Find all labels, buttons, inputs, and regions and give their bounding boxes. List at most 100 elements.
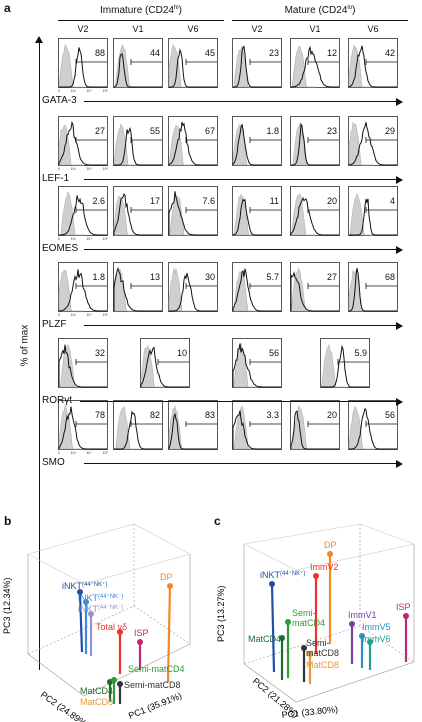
histogram-panel: 1.8 [232, 116, 282, 166]
control-histogram [58, 269, 84, 312]
marker-axis-arrow-icon [396, 176, 403, 184]
immature-header-close: ) [178, 5, 182, 16]
histogram-panel: 44 [113, 38, 163, 88]
histogram-panel: 82 [113, 400, 163, 450]
x-tick-label: 10⁴ [86, 237, 92, 241]
y-axis-arrow-icon [35, 36, 43, 43]
x-tick-label: 0 [58, 237, 60, 241]
gate-percentage: 68 [384, 272, 395, 282]
panel-c-letter: c [214, 514, 221, 528]
histogram-panel: 17 [113, 186, 163, 236]
stained-histogram [113, 266, 162, 312]
pca-c-label-semimatcd8-2: matCD8 [306, 648, 339, 658]
control-histogram [113, 122, 139, 166]
pca-c-label-immv6: ImmV6 [362, 634, 391, 644]
stained-histogram [232, 343, 281, 388]
stained-histogram [290, 271, 339, 312]
histogram-frame [348, 116, 398, 166]
pca-b-label-matcd4: MatCD4 [80, 686, 113, 696]
pca-b-stem-inkt-pos [78, 591, 84, 653]
stained-histogram [232, 198, 281, 236]
column-header: V2 [77, 24, 89, 34]
histogram-panel: 42 [348, 38, 398, 88]
histogram-panel: 23 [290, 116, 340, 166]
gate-percentage: 56 [268, 348, 279, 358]
histogram-panel: 12 [290, 38, 340, 88]
pca-b-box [27, 523, 191, 697]
histogram-frame [290, 186, 340, 236]
histogram-svg [232, 400, 282, 450]
x-tick-label: 10⁵ [102, 167, 108, 171]
histogram-frame [232, 262, 282, 312]
pca-c-label-immv2: ImmV2 [310, 562, 339, 572]
stained-histogram [232, 123, 281, 166]
control-histogram [232, 342, 258, 388]
histogram-svg [232, 186, 282, 236]
histogram-svg [58, 262, 108, 312]
stained-histogram [58, 344, 107, 388]
histogram-svg [168, 116, 218, 166]
histogram-svg [290, 186, 340, 236]
control-histogram [291, 122, 316, 166]
histogram-svg [113, 116, 163, 166]
x-tick-label: 10³ [70, 167, 76, 171]
gate-percentage: 44 [149, 48, 160, 58]
control-histogram [290, 193, 316, 236]
marker-axis-line [80, 401, 396, 402]
histogram-panel: 5.9 [320, 338, 370, 388]
histogram-svg [113, 400, 163, 450]
histogram-panel: 1.8 0 10³ 10⁴ 10⁵ [58, 262, 108, 317]
stained-histogram [290, 45, 339, 88]
control-histogram [58, 44, 84, 88]
histogram-panel: 55 [113, 116, 163, 166]
stained-histogram [290, 196, 339, 236]
pca-plot-b: iNKT(44⁺NK⁺) iNKT(44⁺NK⁻) iNKT(44⁻NK⁻) T… [2, 523, 191, 722]
column-header: V6 [187, 24, 199, 34]
gate-percentage: 30 [204, 272, 215, 282]
x-tick-label: 10⁴ [86, 451, 92, 455]
column-header: V1 [132, 24, 144, 34]
histogram-frame [58, 116, 108, 166]
histogram-panel: 11 [232, 186, 282, 236]
x-tick-label: 10³ [70, 89, 76, 93]
pca-c-label-isp: ISP [396, 602, 411, 612]
histogram-panel: 5.7 [232, 262, 282, 312]
gate-percentage: 20 [326, 410, 337, 420]
control-histogram [58, 404, 84, 450]
histogram-svg [320, 338, 370, 388]
histogram-svg [113, 186, 163, 236]
pca-c-points [269, 551, 409, 657]
control-histogram [233, 405, 258, 450]
histogram-svg [113, 38, 163, 88]
x-tick-labels: 0 10³ 10⁴ 10⁵ [58, 89, 108, 93]
gate-percentage: 23 [268, 48, 279, 58]
marker-label: PLZF [42, 319, 67, 330]
stained-histogram [114, 410, 162, 450]
histogram-panel: 45 [168, 38, 218, 88]
mature-header-rule [232, 20, 408, 21]
histogram-panel: 7.6 [168, 186, 218, 236]
x-tick-label: 0 [58, 167, 60, 171]
histogram-svg [348, 116, 398, 166]
panel-a-letter: a [4, 1, 11, 15]
pca-b-label-isp: ISP [134, 628, 149, 638]
marker-axis-line [84, 101, 396, 102]
immature-header-sup: hi [173, 5, 179, 11]
pca-c-label-semimatcd4-2: matCD4 [292, 618, 325, 628]
x-tick-label: 10⁴ [86, 89, 92, 93]
pca-c-label-immv1: ImmV1 [348, 610, 377, 620]
y-axis-label: % of max [19, 324, 31, 367]
marker-label: EOMES [42, 243, 79, 254]
pca-b-label-semimatcd4: Semi-matCD4 [128, 664, 185, 674]
immature-header-text: Immature (CD24 [100, 5, 174, 16]
histogram-frame [168, 262, 218, 312]
histogram-panel: 78 0 10³ 10⁴ 10⁵ [58, 400, 108, 455]
marker-label: GATA-3 [42, 95, 77, 106]
histogram-svg [290, 116, 340, 166]
stained-histogram [348, 122, 397, 166]
x-tick-label: 0 [58, 89, 60, 93]
histogram-panel: 23 [232, 38, 282, 88]
histogram-panel: 83 [168, 400, 218, 450]
pca-c-label-immv5: ImmV5 [362, 622, 391, 632]
histogram-svg [232, 116, 282, 166]
